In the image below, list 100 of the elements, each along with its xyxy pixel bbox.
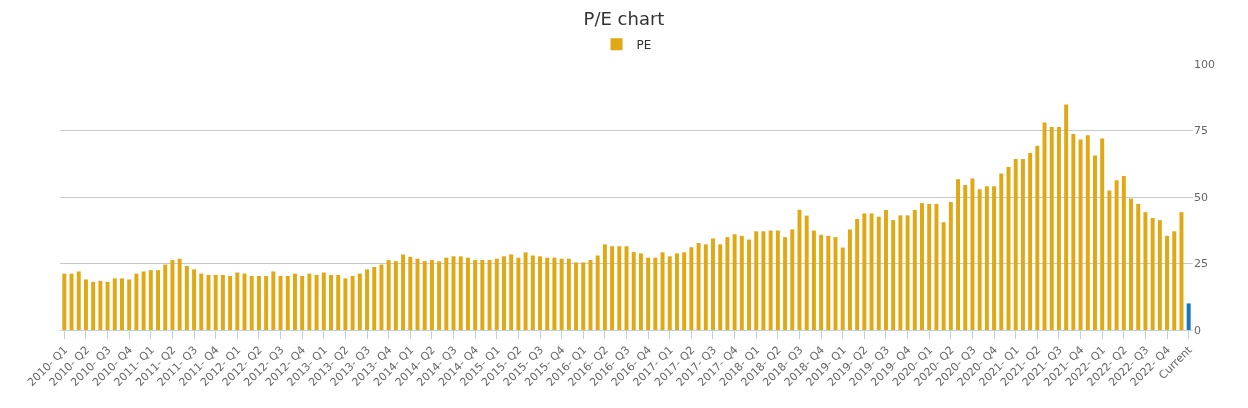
bar [711, 238, 715, 330]
bar [869, 213, 874, 330]
bar [1042, 122, 1047, 330]
bar [1056, 127, 1061, 330]
bar [1150, 218, 1155, 330]
bar [617, 246, 622, 330]
bar [530, 255, 535, 330]
bar [739, 235, 744, 330]
bar [1028, 153, 1033, 330]
bar [112, 278, 117, 330]
bar [192, 269, 197, 330]
bar [559, 258, 564, 330]
bar [552, 257, 557, 330]
bar [458, 256, 463, 330]
bar [761, 231, 766, 330]
bar [934, 203, 939, 330]
bar [278, 276, 283, 330]
bar [408, 256, 413, 330]
bar [98, 280, 103, 330]
bar [141, 271, 146, 330]
bar [1093, 155, 1097, 330]
y-tick-label: 25 [1194, 257, 1208, 271]
bar [199, 273, 204, 330]
bar [127, 279, 132, 330]
bar [501, 256, 506, 330]
bar [1078, 139, 1083, 330]
bar [163, 264, 168, 330]
bar [170, 260, 175, 330]
bar [1114, 180, 1119, 330]
bar [444, 257, 449, 330]
bar [120, 278, 124, 330]
bar [1136, 203, 1141, 330]
bar [473, 260, 478, 330]
bar [927, 203, 932, 330]
bar [437, 261, 442, 330]
bar [1107, 190, 1112, 330]
bar [898, 215, 903, 330]
bar [682, 252, 687, 330]
bar [574, 262, 579, 330]
bar [920, 203, 924, 330]
bar [747, 239, 752, 330]
bar [653, 257, 658, 330]
bar [350, 276, 355, 330]
bar [783, 237, 788, 330]
bar [336, 274, 341, 330]
bar [718, 244, 723, 330]
bar [271, 271, 276, 330]
bar [588, 260, 593, 330]
bar [206, 274, 211, 330]
bar [646, 257, 651, 330]
bar [1157, 220, 1162, 330]
bar [660, 252, 665, 330]
bar [912, 210, 917, 330]
bar [631, 252, 636, 330]
chart-title: P/E chart [583, 7, 665, 29]
bar [826, 235, 831, 330]
bar [480, 260, 485, 330]
bar [703, 244, 708, 330]
bar [365, 269, 370, 330]
bar [386, 260, 391, 330]
bar [156, 270, 160, 330]
bar [1129, 198, 1133, 330]
bar [372, 266, 377, 330]
bar [970, 178, 975, 330]
bar [963, 185, 968, 330]
bar [804, 215, 809, 330]
bar [581, 262, 586, 330]
bar [1143, 212, 1148, 330]
bar [977, 189, 982, 330]
bar [1020, 158, 1025, 330]
bar [674, 253, 679, 330]
bar [256, 276, 261, 330]
bar [285, 276, 290, 330]
bar [775, 230, 780, 330]
bar [422, 261, 427, 330]
bar [638, 253, 643, 330]
bar [184, 265, 189, 330]
bar [1179, 212, 1184, 330]
bar [1172, 231, 1177, 330]
bar [329, 274, 333, 330]
bar [1186, 303, 1191, 330]
bar [956, 179, 961, 330]
bar [941, 222, 946, 330]
bar [1100, 138, 1105, 330]
y-tick-label: 50 [1194, 190, 1208, 204]
bar [595, 255, 600, 330]
bar [76, 271, 81, 330]
bar [83, 279, 88, 330]
bar [465, 257, 470, 330]
bar [487, 260, 492, 330]
legend-label: PE [636, 37, 652, 52]
bar [401, 254, 406, 330]
bar [833, 237, 838, 330]
bar [451, 256, 456, 330]
bar [134, 273, 139, 330]
bar [689, 247, 694, 330]
bar [1085, 135, 1090, 330]
bar [905, 215, 910, 330]
bar [819, 234, 824, 330]
bar [62, 273, 67, 330]
